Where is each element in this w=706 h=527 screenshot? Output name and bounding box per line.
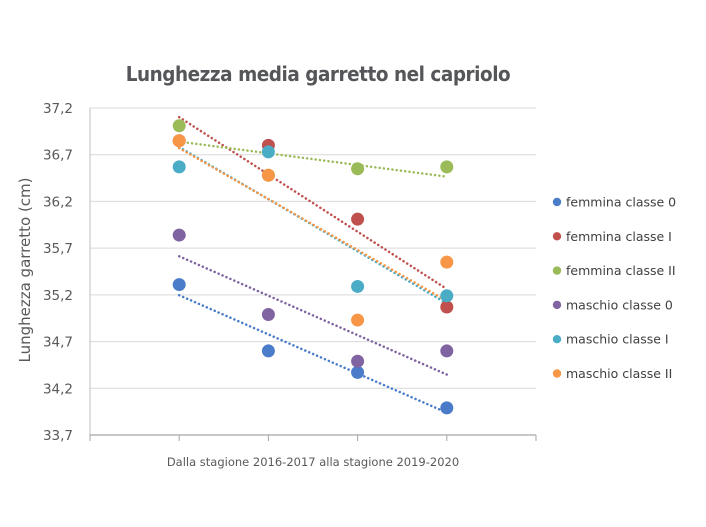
legend-label: femmina classe 0 xyxy=(566,195,676,210)
trendline xyxy=(177,140,449,178)
data-point xyxy=(440,255,454,269)
data-point xyxy=(351,365,365,379)
data-point xyxy=(351,313,365,327)
y-tick-label: 33,7 xyxy=(43,428,73,444)
data-point xyxy=(440,289,454,303)
legend-marker xyxy=(552,369,562,378)
legend-marker xyxy=(552,197,562,207)
data-point xyxy=(440,401,454,415)
legend-item: maschio classe 0 xyxy=(552,297,673,312)
data-point xyxy=(261,344,275,358)
data-points xyxy=(172,119,454,415)
data-point xyxy=(351,279,365,293)
y-tick-label: 35,7 xyxy=(43,241,73,257)
data-point xyxy=(440,300,454,314)
y-tick-label: 35,2 xyxy=(43,288,73,304)
trendline xyxy=(177,255,449,376)
y-tick-label: 36,7 xyxy=(43,148,73,164)
y-axis-ticks: 33,7 34,2 34,7 35,2 35,7 36,2 36,7 37,2 xyxy=(43,101,73,444)
trendline xyxy=(177,115,449,291)
trendline xyxy=(177,146,449,303)
trendline xyxy=(177,293,449,414)
axes xyxy=(89,108,537,441)
gridlines xyxy=(90,107,536,389)
data-point xyxy=(172,278,186,292)
data-point xyxy=(351,162,365,176)
legend-item: maschio classe II xyxy=(552,366,672,381)
y-tick-label: 36,2 xyxy=(43,194,73,210)
data-point xyxy=(440,344,454,358)
y-tick-label: 34,2 xyxy=(43,381,73,397)
y-axis-title: Lunghezza garretto (cm) xyxy=(16,177,34,362)
y-tick-label: 34,7 xyxy=(43,335,73,351)
legend-item: maschio classe I xyxy=(552,332,669,347)
legend-label: femmina classe II xyxy=(566,263,676,278)
legend-label: maschio classe I xyxy=(566,332,669,347)
data-point xyxy=(351,212,365,226)
y-tick-label: 37,2 xyxy=(43,101,73,117)
legend-marker xyxy=(552,232,562,241)
x-axis-title: Dalla stagione 2016-2017 alla stagione 2… xyxy=(167,455,459,469)
data-point xyxy=(172,134,186,148)
data-point xyxy=(440,160,454,174)
data-point xyxy=(172,160,186,174)
legend-label: maschio classe 0 xyxy=(566,297,673,312)
data-point xyxy=(261,145,275,159)
legend-item: femmina classe I xyxy=(552,229,672,244)
chart-title: Lunghezza media garretto nel capriolo xyxy=(125,62,511,86)
data-point xyxy=(351,354,365,368)
legend-marker xyxy=(552,266,562,275)
legend: femmina classe 0 femmina classe I femmina … xyxy=(552,195,676,381)
data-point xyxy=(172,228,186,242)
trendlines xyxy=(177,115,449,414)
legend-item: femmina classe II xyxy=(552,263,676,278)
data-point xyxy=(261,168,275,182)
data-point xyxy=(261,307,275,321)
legend-label: femmina classe I xyxy=(566,229,672,244)
legend-marker xyxy=(552,335,562,344)
legend-label: maschio classe II xyxy=(566,366,672,381)
legend-item: femmina classe 0 xyxy=(552,195,676,210)
legend-marker xyxy=(552,300,562,310)
data-point xyxy=(172,119,186,133)
